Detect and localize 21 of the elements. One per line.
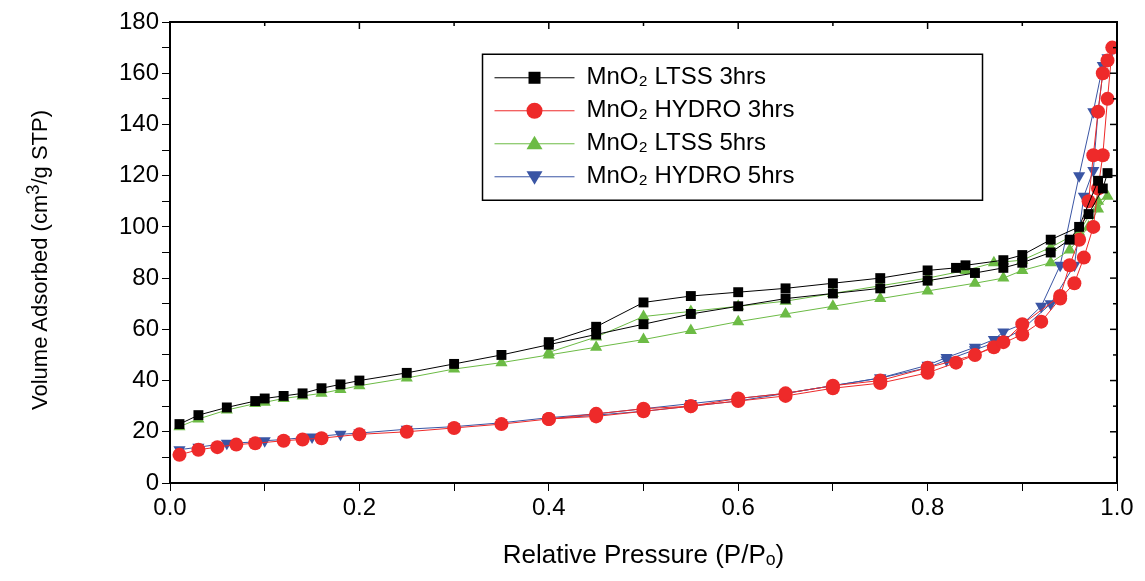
- x-axis-title: Relative Pressure (P/Pₒ): [502, 538, 785, 569]
- y-tick-label: 20: [132, 416, 159, 444]
- y-tick-label: 120: [118, 160, 159, 188]
- x-tick-label: 0.6: [721, 493, 755, 521]
- x-tick-label: 0.8: [910, 493, 945, 521]
- legend-label: MnO₂ HYDRO 3hrs: [586, 95, 795, 123]
- legend-label: MnO₂ HYDRO 5hrs: [586, 161, 795, 189]
- y-tick-label: 40: [132, 365, 159, 393]
- x-tick-label: 0.4: [532, 493, 566, 521]
- x-tick-label: 0.2: [342, 493, 377, 521]
- legend-label: MnO₂ LTSS 3hrs: [586, 62, 767, 90]
- y-tick-label: 0: [145, 467, 159, 495]
- y-tick-label: 140: [118, 109, 159, 137]
- legend-label: MnO₂ LTSS 5hrs: [586, 128, 767, 156]
- x-tick-label: 0.0: [153, 493, 187, 521]
- y-tick-label: 80: [132, 262, 159, 290]
- y-tick-label: 180: [118, 6, 159, 34]
- y-tick-label: 160: [118, 57, 159, 85]
- y-tick-label: 100: [118, 211, 159, 239]
- x-tick-label: 1.0: [1100, 493, 1134, 521]
- y-tick-label: 60: [132, 313, 159, 341]
